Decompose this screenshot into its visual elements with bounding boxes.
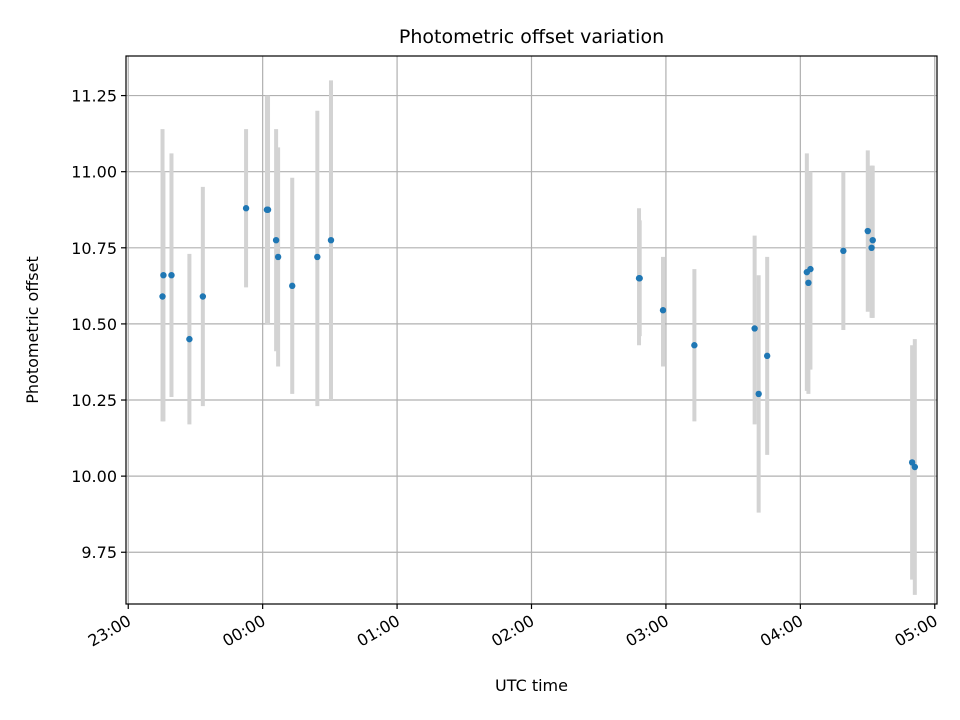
data-point [168, 272, 175, 279]
y-axis-ticks: 9.75 10.00 10.25 10.50 10.75 11.00 11.25 [71, 87, 126, 562]
data-point [159, 293, 166, 300]
x-axis-label: UTC time [495, 676, 568, 695]
data-point [274, 253, 282, 261]
data-point [242, 205, 250, 212]
data-point [691, 342, 698, 349]
data-point [314, 253, 321, 261]
data-point [763, 352, 771, 360]
grid-lines [126, 56, 937, 604]
data-point [636, 275, 643, 282]
data-point [805, 279, 812, 287]
data-point [864, 227, 871, 235]
data-point [289, 282, 296, 290]
y-axis-label: Photometric offset [23, 256, 42, 404]
data-point [807, 265, 814, 273]
y-tick-label: 11.00 [71, 163, 117, 182]
data-points [159, 205, 919, 471]
y-tick-label: 9.75 [81, 543, 117, 562]
data-point [160, 272, 167, 279]
y-tick-label: 10.25 [71, 391, 117, 410]
y-tick-label: 10.50 [71, 315, 117, 334]
y-tick-label: 10.75 [71, 239, 117, 258]
y-tick-label: 10.00 [71, 467, 117, 486]
chart-title: Photometric offset variation [399, 26, 664, 48]
data-point [868, 244, 875, 251]
data-point [264, 206, 272, 213]
data-point [327, 236, 335, 244]
data-point [186, 335, 193, 343]
data-point [755, 390, 762, 398]
data-point [272, 236, 280, 244]
data-point [911, 463, 919, 471]
data-point [199, 293, 207, 300]
y-tick-label: 11.25 [71, 87, 117, 106]
data-point [869, 236, 876, 244]
data-point [840, 247, 847, 255]
data-point [751, 325, 758, 332]
data-point [659, 307, 667, 314]
